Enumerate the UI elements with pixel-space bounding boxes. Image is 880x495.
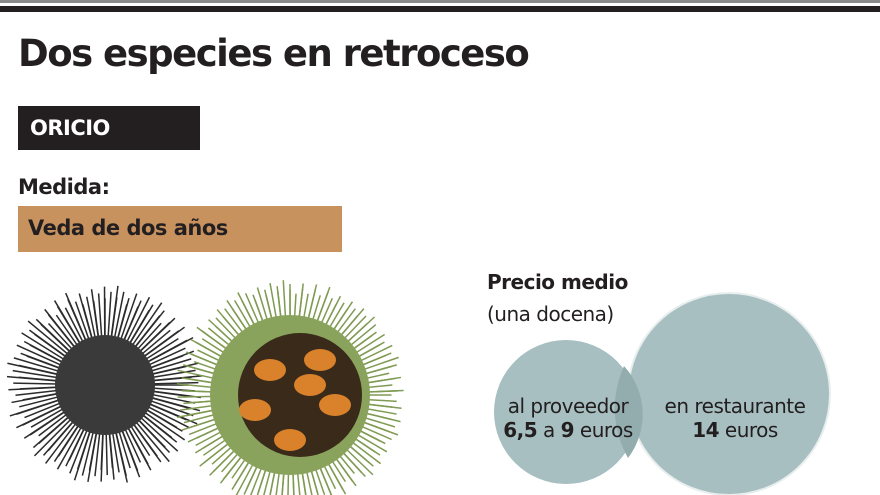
supplier-label: al proveedor	[507, 394, 629, 418]
top-rule-thick	[0, 6, 880, 12]
price-heading: Precio medio	[487, 270, 628, 294]
restaurant-value: 14	[692, 418, 720, 442]
circle-overlap	[614, 366, 643, 458]
species-badge: ORICIO	[18, 106, 200, 150]
price-subheading: (una docena)	[487, 302, 614, 326]
supplier-price: al proveedor 6,5 a 9 euros	[488, 394, 648, 442]
supplier-sep: a	[542, 418, 555, 442]
measure-label: Medida:	[18, 175, 110, 199]
measure-value: Veda de dos años	[18, 206, 342, 252]
supplier-from: 6,5	[503, 418, 538, 442]
supplier-price-circle	[494, 340, 638, 484]
restaurant-label: en restaurante	[664, 394, 806, 418]
page-title: Dos especies en retroceso	[18, 32, 530, 75]
restaurant-unit: euros	[724, 418, 778, 442]
restaurant-price: en restaurante 14 euros	[650, 394, 820, 442]
supplier-unit: euros	[579, 418, 633, 442]
top-rule-thin	[0, 0, 880, 3]
supplier-to: 9	[560, 418, 575, 442]
black-urchin-image	[6, 285, 203, 483]
green-urchin-image	[176, 280, 404, 495]
